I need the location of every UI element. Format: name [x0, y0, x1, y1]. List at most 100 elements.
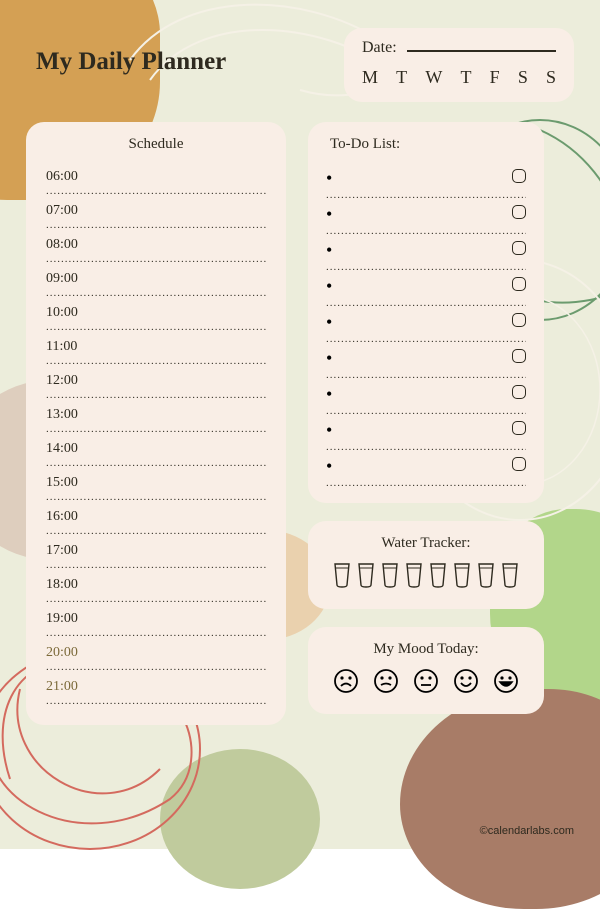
weekday-letter[interactable]: F	[490, 67, 500, 88]
schedule-row[interactable]: 18:00...................................…	[46, 571, 266, 605]
water-cup-icon[interactable]	[356, 562, 376, 593]
schedule-line: ........................................…	[46, 287, 266, 299]
mood-frown-icon[interactable]	[373, 668, 399, 698]
weekday-letter[interactable]: W	[425, 67, 442, 88]
todo-row: •	[326, 201, 526, 223]
date-card: Date: MTWTFSS	[344, 28, 574, 102]
schedule-row[interactable]: 10:00...................................…	[46, 299, 266, 333]
schedule-line: ........................................…	[46, 389, 266, 401]
todo-checkbox[interactable]	[512, 421, 526, 435]
schedule-time: 21:00	[46, 679, 266, 695]
footer-credit: ©calendarlabs.com	[480, 825, 574, 837]
todo-checkbox[interactable]	[512, 385, 526, 399]
schedule-line: ........................................…	[46, 355, 266, 367]
schedule-time: 13:00	[46, 407, 266, 423]
bullet-icon: •	[326, 241, 332, 259]
water-cup-icon[interactable]	[476, 562, 496, 593]
schedule-line: ........................................…	[46, 593, 266, 605]
schedule-row[interactable]: 08:00...................................…	[46, 231, 266, 265]
schedule-row[interactable]: 15:00...................................…	[46, 469, 266, 503]
schedule-line: ........................................…	[46, 525, 266, 537]
bullet-icon: •	[326, 385, 332, 403]
weekday-letter[interactable]: S	[518, 67, 528, 88]
todo-underline: ........................................…	[326, 477, 526, 489]
schedule-row[interactable]: 07:00...................................…	[46, 197, 266, 231]
schedule-row[interactable]: 09:00...................................…	[46, 265, 266, 299]
weekday-letter[interactable]: T	[460, 67, 471, 88]
schedule-title: Schedule	[46, 136, 266, 153]
schedule-row[interactable]: 17:00...................................…	[46, 537, 266, 571]
mood-title: My Mood Today:	[322, 641, 530, 658]
schedule-row[interactable]: 20:00...................................…	[46, 639, 266, 673]
water-cup-icon[interactable]	[428, 562, 448, 593]
todo-row: •	[326, 453, 526, 475]
schedule-time: 14:00	[46, 441, 266, 457]
water-cup-icon[interactable]	[500, 562, 520, 593]
todo-underline: ........................................…	[326, 297, 526, 309]
schedule-row[interactable]: 06:00...................................…	[46, 163, 266, 197]
bullet-icon: •	[326, 169, 332, 187]
bullet-icon: •	[326, 457, 332, 475]
todo-underline: ........................................…	[326, 225, 526, 237]
water-card: Water Tracker:	[308, 521, 544, 609]
schedule-time: 11:00	[46, 339, 266, 355]
todo-checkbox[interactable]	[512, 457, 526, 471]
date-label: Date:	[362, 39, 397, 57]
todo-checkbox[interactable]	[512, 205, 526, 219]
schedule-line: ........................................…	[46, 559, 266, 571]
schedule-time: 09:00	[46, 271, 266, 287]
todo-underline: ........................................…	[326, 405, 526, 417]
schedule-row[interactable]: 12:00...................................…	[46, 367, 266, 401]
schedule-time: 08:00	[46, 237, 266, 253]
mood-neutral-icon[interactable]	[413, 668, 439, 698]
todo-underline: ........................................…	[326, 333, 526, 345]
weekday-letter[interactable]: S	[546, 67, 556, 88]
todo-row: •	[326, 309, 526, 331]
todo-row: •	[326, 273, 526, 295]
bullet-icon: •	[326, 349, 332, 367]
mood-smile-icon[interactable]	[453, 668, 479, 698]
schedule-line: ........................................…	[46, 491, 266, 503]
schedule-line: ........................................…	[46, 253, 266, 265]
todo-row: •	[326, 345, 526, 367]
schedule-time: 12:00	[46, 373, 266, 389]
schedule-time: 19:00	[46, 611, 266, 627]
weekday-letter[interactable]: T	[396, 67, 407, 88]
water-title: Water Tracker:	[322, 535, 530, 552]
schedule-row[interactable]: 16:00...................................…	[46, 503, 266, 537]
schedule-row[interactable]: 21:00...................................…	[46, 673, 266, 707]
schedule-line: ........................................…	[46, 219, 266, 231]
date-input-line[interactable]	[407, 38, 556, 52]
schedule-row[interactable]: 11:00...................................…	[46, 333, 266, 367]
weekday-letter[interactable]: M	[362, 67, 378, 88]
schedule-line: ........................................…	[46, 457, 266, 469]
todo-row: •	[326, 417, 526, 439]
todo-row: •	[326, 165, 526, 187]
water-cup-icon[interactable]	[332, 562, 352, 593]
todo-underline: ........................................…	[326, 261, 526, 273]
schedule-line: ........................................…	[46, 627, 266, 639]
water-cup-icon[interactable]	[452, 562, 472, 593]
water-cup-icon[interactable]	[404, 562, 424, 593]
schedule-time: 10:00	[46, 305, 266, 321]
todo-card: To-Do List: •...........................…	[308, 122, 544, 503]
schedule-card: Schedule 06:00..........................…	[26, 122, 286, 725]
todo-checkbox[interactable]	[512, 313, 526, 327]
schedule-time: 07:00	[46, 203, 266, 219]
todo-row: •	[326, 237, 526, 259]
bullet-icon: •	[326, 205, 332, 223]
schedule-time: 15:00	[46, 475, 266, 491]
bullet-icon: •	[326, 277, 332, 295]
mood-sad-icon[interactable]	[333, 668, 359, 698]
schedule-row[interactable]: 13:00...................................…	[46, 401, 266, 435]
todo-checkbox[interactable]	[512, 277, 526, 291]
schedule-row[interactable]: 19:00...................................…	[46, 605, 266, 639]
todo-title: To-Do List:	[326, 136, 526, 153]
todo-checkbox[interactable]	[512, 349, 526, 363]
schedule-row[interactable]: 14:00...................................…	[46, 435, 266, 469]
water-cup-icon[interactable]	[380, 562, 400, 593]
todo-checkbox[interactable]	[512, 241, 526, 255]
todo-checkbox[interactable]	[512, 169, 526, 183]
mood-grin-icon[interactable]	[493, 668, 519, 698]
schedule-time: 16:00	[46, 509, 266, 525]
